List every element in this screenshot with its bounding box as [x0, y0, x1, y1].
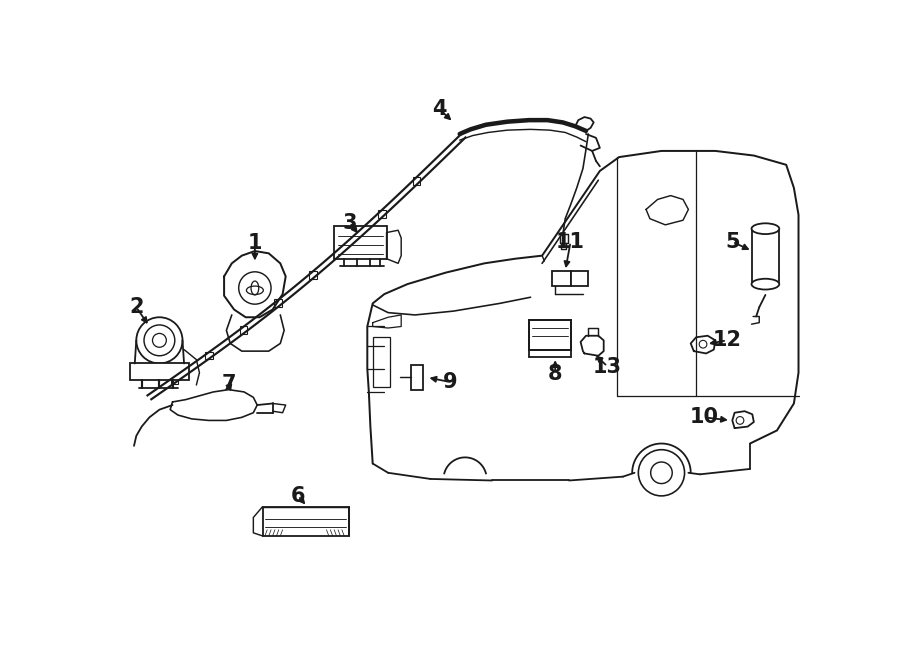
Text: 5: 5 [725, 232, 740, 252]
Bar [529, 321, 572, 350]
Text: 8: 8 [548, 364, 562, 384]
Circle shape [136, 317, 183, 364]
Bar [752, 229, 779, 284]
Text: 3: 3 [342, 213, 356, 233]
Bar [411, 365, 423, 389]
Bar [171, 376, 178, 383]
Text: 13: 13 [593, 356, 622, 377]
Circle shape [144, 325, 175, 356]
Text: 11: 11 [556, 232, 585, 252]
Bar [274, 299, 282, 307]
Bar [239, 326, 248, 334]
Ellipse shape [752, 279, 779, 290]
Bar [205, 352, 213, 359]
Text: 1: 1 [248, 233, 262, 253]
Bar [552, 271, 572, 286]
Bar [334, 226, 387, 258]
Bar [412, 177, 420, 185]
Text: 2: 2 [129, 297, 144, 317]
Text: 12: 12 [713, 330, 742, 350]
Bar [572, 271, 589, 286]
Bar [130, 364, 189, 380]
Text: 6: 6 [291, 486, 305, 506]
Bar [344, 241, 351, 249]
Bar [263, 507, 349, 536]
Text: 9: 9 [443, 372, 457, 392]
Bar [373, 336, 390, 387]
Circle shape [238, 272, 271, 304]
Circle shape [152, 333, 166, 347]
Ellipse shape [752, 223, 779, 234]
Bar [309, 271, 317, 279]
Text: 7: 7 [221, 374, 236, 394]
Bar [378, 210, 386, 217]
Text: 4: 4 [432, 99, 447, 120]
Text: 10: 10 [689, 407, 718, 428]
